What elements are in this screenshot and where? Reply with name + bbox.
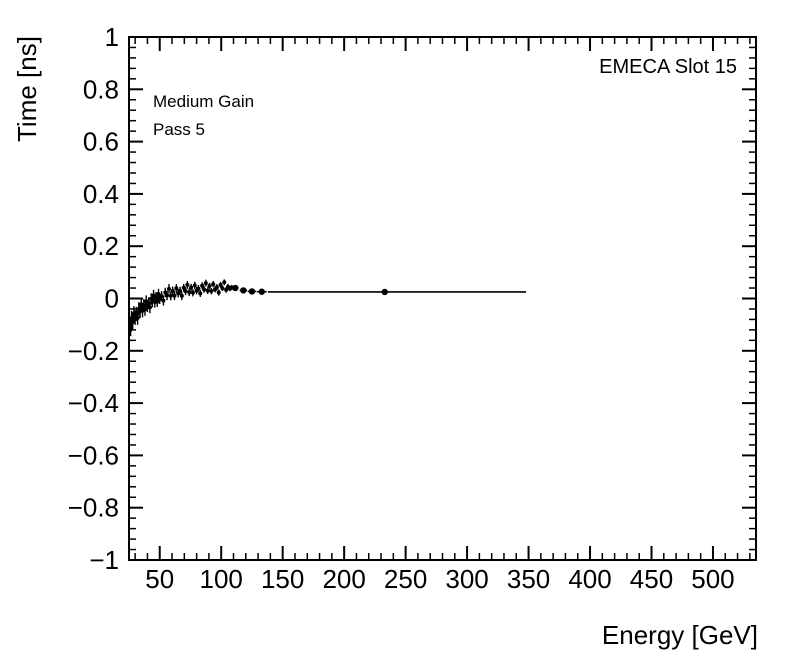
data-marker: [224, 287, 229, 292]
x-tick-label: 300: [445, 564, 488, 594]
data-marker: [174, 286, 179, 291]
data-marker: [216, 290, 221, 295]
data-marker: [155, 299, 160, 304]
data-marker: [187, 290, 192, 295]
x-tick-label: 100: [200, 564, 243, 594]
data-marker: [165, 293, 170, 298]
data-marker: [190, 290, 195, 295]
data-marker: [258, 288, 265, 295]
y-tick-label: −0.8: [68, 493, 119, 523]
y-tick-label: 0.4: [83, 179, 119, 209]
data-marker: [159, 294, 164, 299]
data-marker: [147, 305, 152, 310]
data-marker: [168, 293, 173, 298]
data-marker: [240, 287, 247, 294]
data-marker: [201, 287, 206, 292]
y-tick-label: 0: [105, 284, 119, 314]
data-marker: [170, 288, 175, 293]
data-marker: [196, 286, 201, 291]
y-tick-labels: 1 0.8 0.6 0.4 0.2 0 −0.2 −0.4 −0.6 −0.8 −1: [68, 22, 119, 575]
x-tick-label: 500: [691, 564, 734, 594]
x-tick-label: 400: [568, 564, 611, 594]
data-series: [128, 279, 527, 337]
y-tick-label: −0.4: [68, 388, 119, 418]
data-marker: [200, 283, 205, 288]
data-marker: [179, 293, 184, 298]
x-tick-label: 50: [145, 564, 174, 594]
data-marker: [232, 284, 239, 292]
y-tick-label: 1: [105, 22, 119, 52]
data-marker: [198, 291, 203, 296]
corner-label: EMECA Slot 15: [599, 56, 737, 78]
plot-frame: [128, 36, 757, 561]
data-marker: [381, 288, 388, 296]
annotation-pass: Pass 5: [153, 120, 205, 139]
data-marker: [172, 293, 177, 298]
data-marker: [166, 286, 171, 291]
data-marker: [192, 283, 197, 288]
data-marker: [209, 289, 214, 294]
data-marker: [161, 298, 166, 303]
data-marker: [142, 307, 147, 312]
data-marker: [189, 285, 194, 290]
data-marker: [220, 286, 225, 291]
data-marker: [157, 297, 162, 302]
data-marker: [214, 285, 219, 290]
data-marker: [218, 282, 223, 287]
data-marker: [135, 315, 140, 320]
x-tick-label: 450: [630, 564, 673, 594]
x-tick-label: 350: [507, 564, 550, 594]
data-marker: [178, 288, 183, 293]
data-marker: [183, 289, 188, 294]
data-marker: [248, 288, 256, 295]
data-marker: [222, 280, 227, 285]
x-axis-title: Energy [GeV]: [601, 620, 758, 650]
y-tick-label: −0.2: [68, 336, 119, 366]
data-marker: [203, 281, 208, 286]
annotation-gain: Medium Gain: [153, 92, 255, 111]
data-marker: [185, 282, 190, 287]
axis-ticks: [129, 36, 756, 561]
x-tick-label: 250: [384, 564, 427, 594]
y-tick-label: 0.8: [83, 74, 119, 104]
data-marker: [163, 290, 168, 295]
data-marker: [207, 283, 212, 288]
data-marker: [181, 285, 186, 290]
y-tick-label: −0.6: [68, 440, 119, 470]
y-axis-title: Time [ns]: [12, 36, 42, 142]
x-tick-label: 150: [261, 564, 304, 594]
data-marker: [205, 288, 210, 293]
data-marker: [130, 320, 135, 325]
x-tick-labels: 50 100 150 200 250 300 350 400 450 500: [145, 564, 734, 594]
y-tick-label: −1: [89, 545, 119, 575]
data-marker: [211, 282, 216, 287]
y-tick-label: 0.6: [83, 127, 119, 157]
y-tick-label: 0.2: [83, 231, 119, 261]
x-tick-label: 200: [322, 564, 365, 594]
